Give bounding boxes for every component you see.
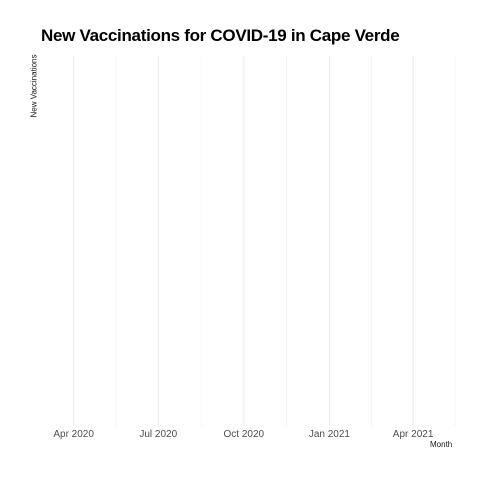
x-axis-label: Month (430, 440, 453, 449)
x-tick-label: Jan 2021 (309, 429, 351, 440)
x-tick-label: Jul 2020 (139, 429, 177, 440)
x-tick-label: Apr 2021 (393, 429, 434, 440)
chart-title: New Vaccinations for COVID-19 in Cape Ve… (41, 26, 400, 45)
x-tick-label: Oct 2020 (224, 429, 265, 440)
x-tick-label: Apr 2020 (53, 429, 94, 440)
